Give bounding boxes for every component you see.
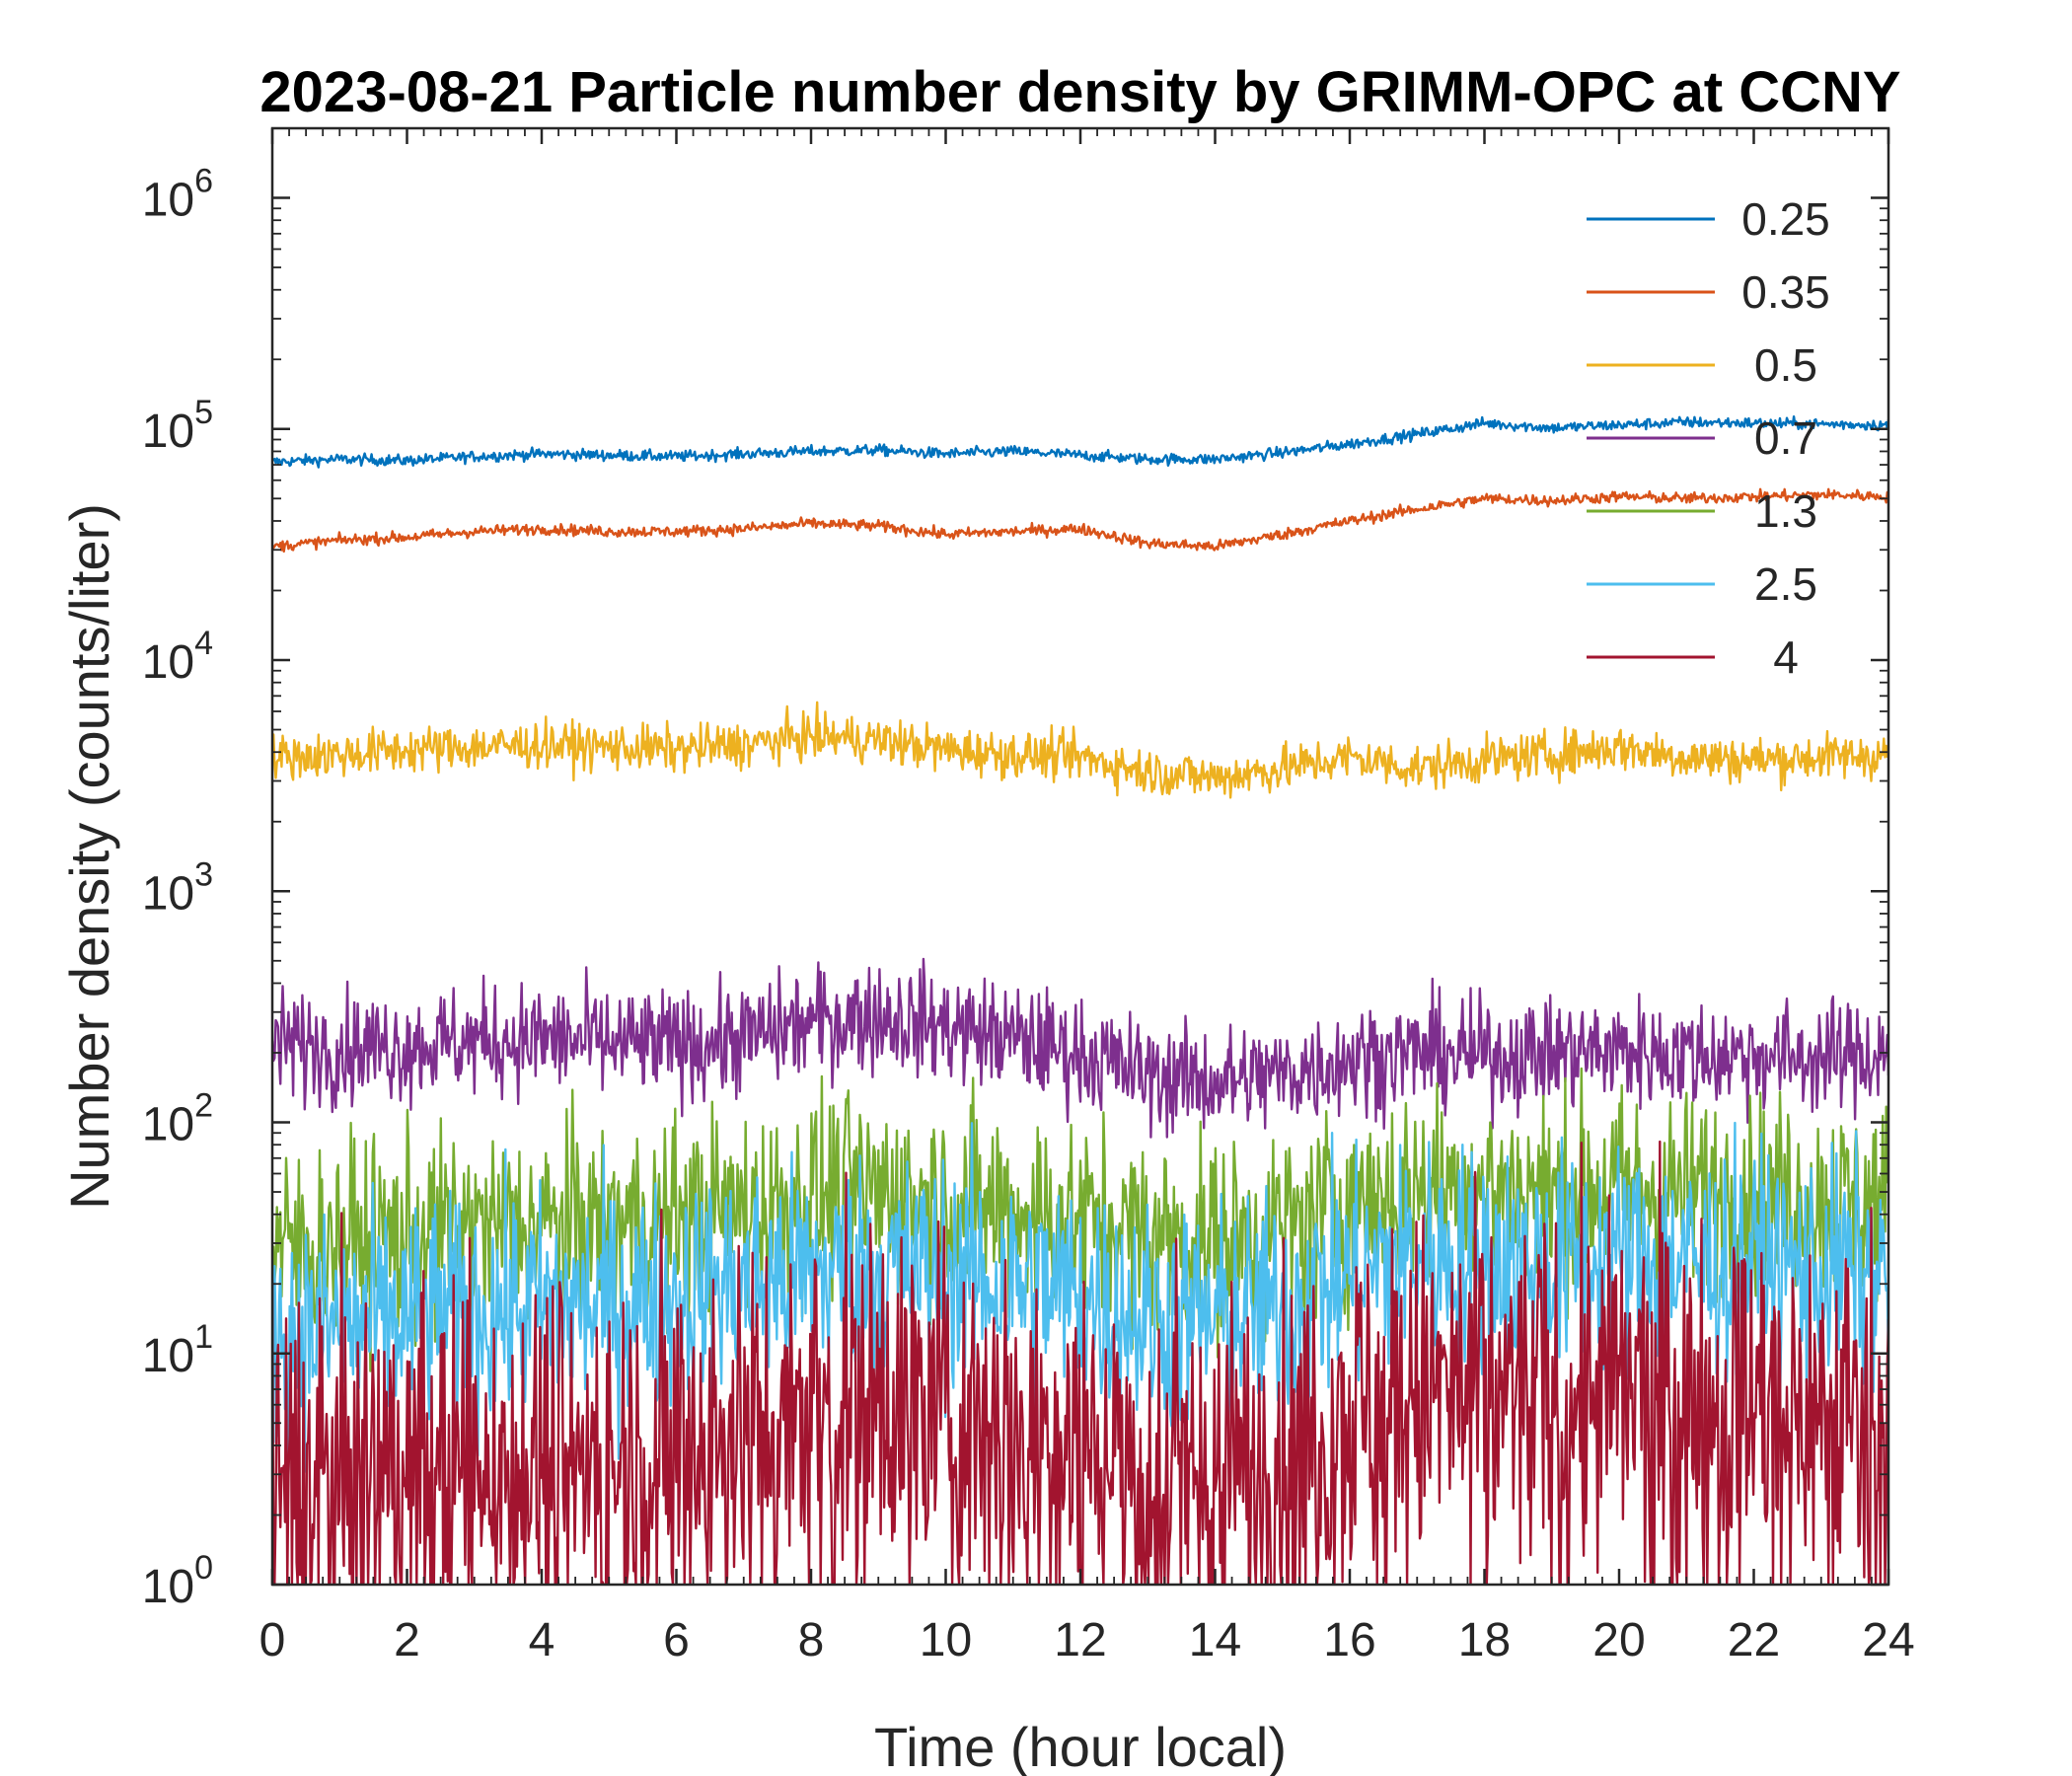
legend-label-0-25: 0.25 [1741,193,1830,245]
x-tick-label: 6 [663,1614,690,1666]
chart-title: 2023-08-21 Particle number density by GR… [259,60,1900,124]
legend-label-4: 4 [1773,631,1799,683]
series-line-0-5 [272,701,1888,799]
x-axis-label: Time (hour local) [874,1716,1287,1776]
x-tick-label: 20 [1592,1614,1645,1666]
x-tick-label: 2 [394,1614,420,1666]
series-line-0-7 [272,957,1888,1139]
legend-label-2-5: 2.5 [1754,558,1817,610]
y-tick-label: 100 [142,1549,213,1613]
y-tick-label: 102 [142,1087,213,1151]
x-tick-label: 24 [1862,1614,1914,1666]
x-tick-label: 18 [1458,1614,1511,1666]
x-tick-label: 0 [259,1614,286,1666]
series-layer [272,415,1888,1585]
series-line-2-5 [272,1121,1888,1473]
y-tick-label: 106 [142,163,213,227]
x-tick-label: 22 [1728,1614,1780,1666]
series-line-1-3 [272,1067,1888,1372]
legend-label-0-5: 0.5 [1754,339,1817,391]
legend-label-0-7: 0.7 [1754,412,1817,464]
series-line-0-35 [272,487,1888,554]
legend[interactable]: 0.25 0.35 0.5 0.7 1.3 2.5 4 [1587,193,1830,683]
x-tick-label: 10 [920,1614,972,1666]
legend-label-0-35: 0.35 [1741,266,1830,318]
legend-label-1-3: 1.3 [1754,485,1817,537]
plot-frame [270,126,1890,1587]
y-axis-label: Number density (counts/liter) [58,503,120,1210]
tick-label-layer: 0 2 4 6 8 10 12 14 16 18 20 22 241001011021031041051… [142,163,1915,1666]
y-tick-label: 104 [142,625,213,689]
y-tick-label: 101 [142,1318,213,1382]
y-tick-label: 105 [142,394,213,458]
x-tick-label: 8 [798,1614,825,1666]
y-tick-label: 103 [142,855,213,920]
x-tick-label: 14 [1189,1614,1241,1666]
x-tick-label: 12 [1054,1614,1106,1666]
series-line-0-25 [272,415,1888,469]
x-tick-label: 16 [1323,1614,1375,1666]
x-tick-label: 4 [529,1614,555,1666]
